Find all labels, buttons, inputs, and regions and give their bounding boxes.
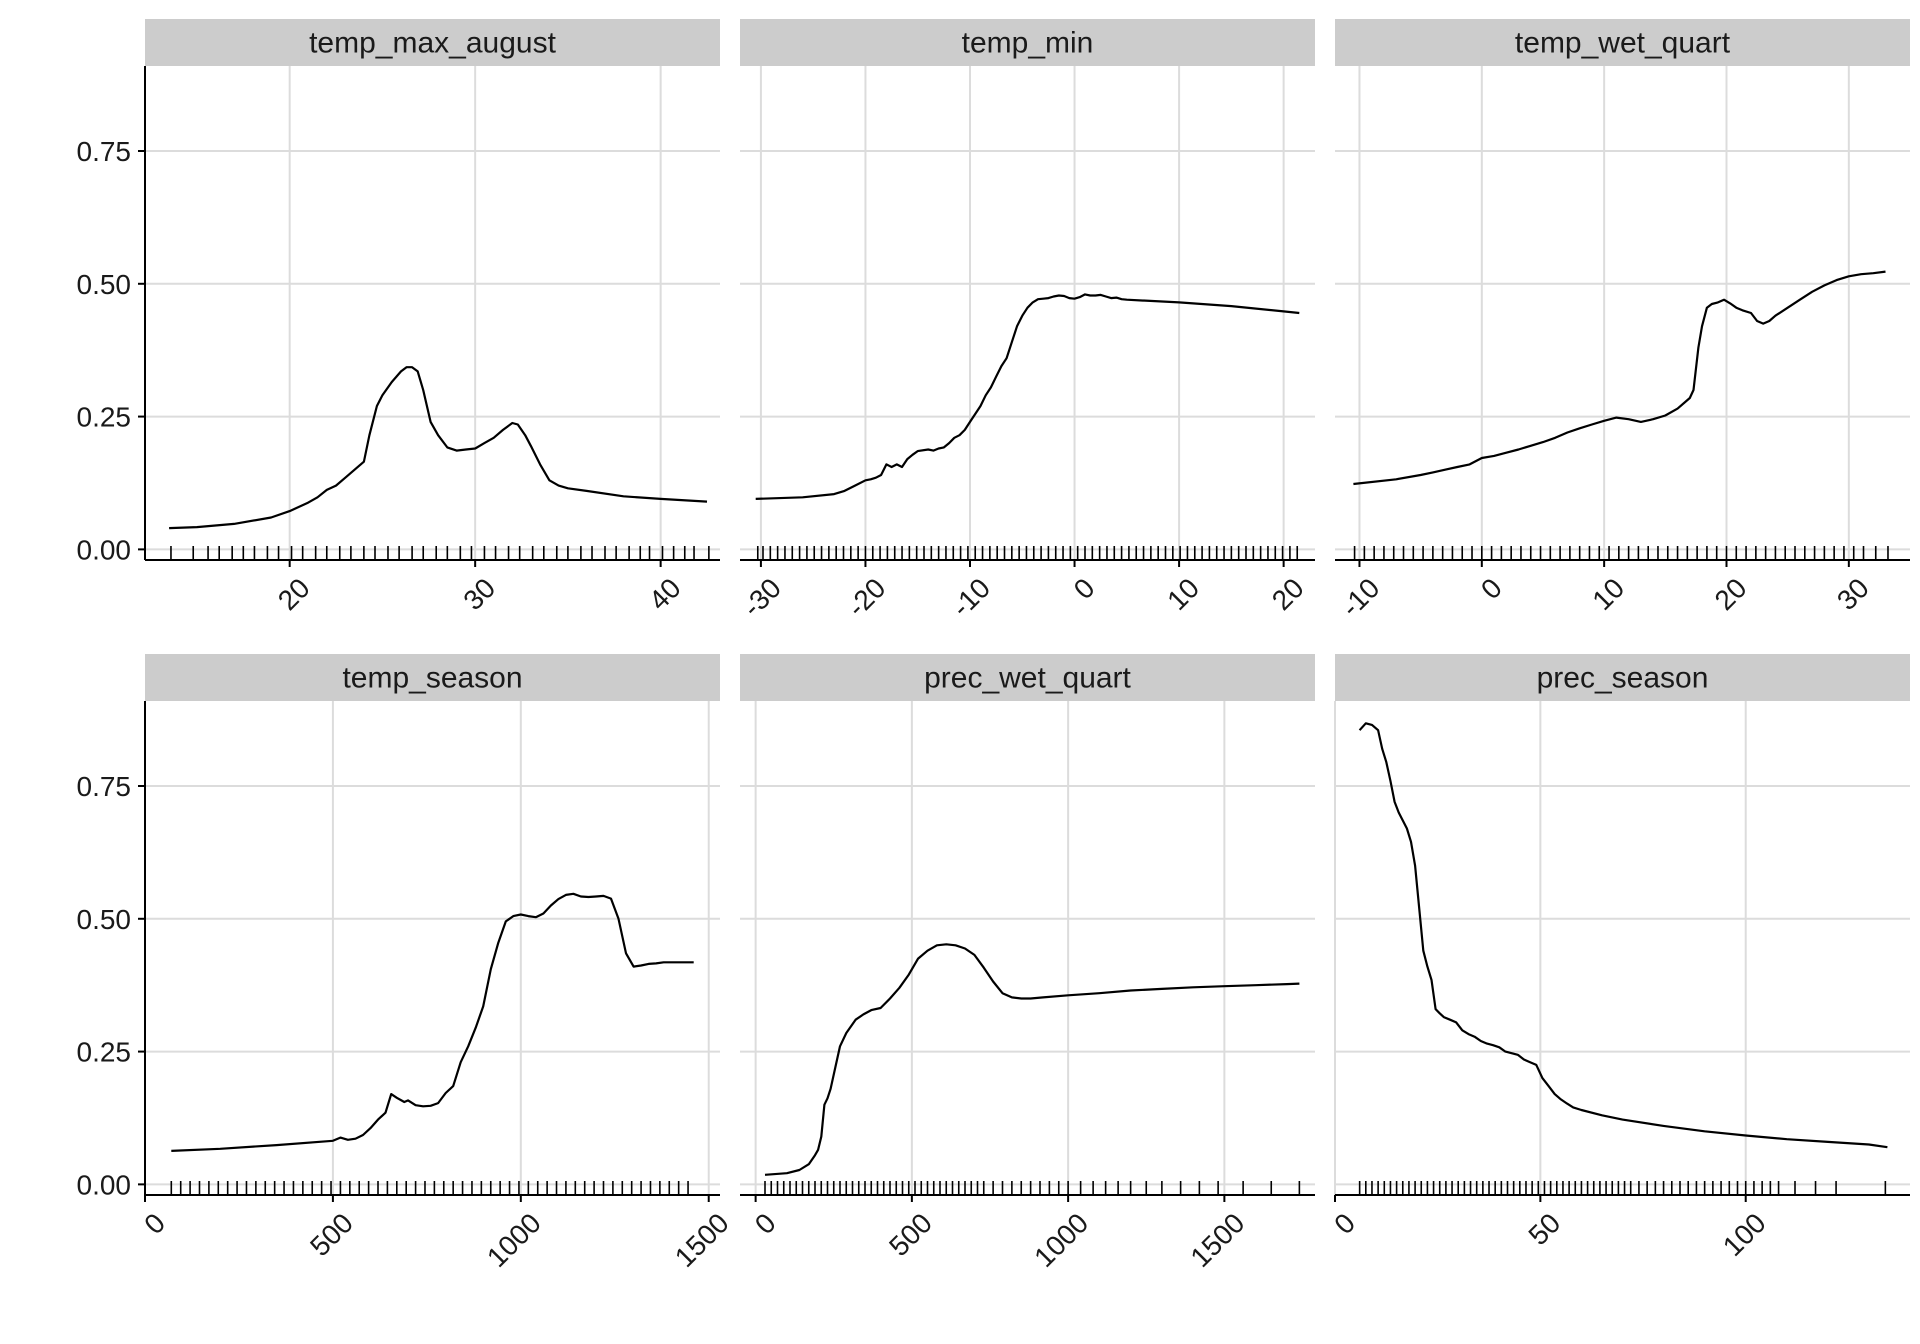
x-tick-label: 1500 [1185, 1207, 1251, 1273]
x-tick-label: -20 [841, 572, 892, 623]
facet-strip-title: temp_min [962, 27, 1094, 60]
facet-strip [740, 654, 1315, 701]
facet-panel: prec_season 0 50 100 [1328, 654, 1910, 1262]
x-tick-label: 40 [643, 572, 687, 616]
x-tick-label: -10 [946, 572, 997, 623]
facet-strip-title: prec_season [1537, 662, 1709, 695]
x-tick-label: 1500 [669, 1207, 735, 1273]
x-tick-label: 0 [749, 1207, 782, 1240]
facet-strip [1335, 19, 1910, 66]
x-tick-label: 0 [1328, 1207, 1361, 1240]
x-tick-label: 20 [272, 572, 316, 616]
y-tick-label: 0.75 [77, 771, 132, 802]
y-tick-label: 0.25 [77, 1037, 132, 1068]
facet-strip-title: temp_max_august [309, 27, 556, 60]
y-tick-label: 0.00 [77, 534, 132, 565]
facet-strip-title: temp_season [342, 662, 522, 695]
rug-marks [170, 1181, 689, 1195]
series-line [1358, 722, 1888, 1149]
facet-strip [145, 654, 720, 701]
x-tick-label: 0 [138, 1207, 171, 1240]
series-line [171, 892, 694, 1152]
x-tick-label: 10 [1586, 572, 1630, 616]
x-tick-label: -30 [736, 572, 787, 623]
rug-marks [764, 1181, 1301, 1195]
facet-strip [1335, 654, 1910, 701]
rug-marks [1353, 546, 1889, 560]
x-tick-label: 30 [457, 572, 501, 616]
x-tick-label: 0 [1475, 572, 1508, 605]
x-tick-label: 100 [1717, 1207, 1772, 1262]
series-line [169, 366, 708, 530]
rug-marks [756, 546, 1299, 560]
x-tick-label: -10 [1335, 572, 1386, 623]
rug-marks [170, 546, 710, 560]
x-tick-label: 30 [1831, 572, 1875, 616]
facet-strip-title: prec_wet_quart [924, 662, 1131, 695]
facet-panel: temp_season 0.00 0.25 0.50 0.75 0 500 1000 1500 [77, 654, 735, 1273]
x-tick-label: 1000 [481, 1207, 547, 1273]
y-tick-label: 0.50 [77, 269, 132, 300]
rug-marks [1358, 1181, 1887, 1195]
series-line [764, 943, 1300, 1176]
facet-panel: temp_min -30 -20 -10 0 10 20 [736, 19, 1315, 623]
series-line [755, 293, 1300, 500]
y-tick-label: 0.50 [77, 904, 132, 935]
facet-strip [740, 19, 1315, 66]
series-line [1353, 270, 1886, 486]
facet-panel: prec_wet_quart 0 500 1000 1500 [740, 654, 1315, 1273]
facet-strip-title: temp_wet_quart [1515, 27, 1731, 60]
x-tick-label: 500 [883, 1207, 938, 1262]
x-tick-label: 500 [304, 1207, 359, 1262]
y-tick-label: 0.00 [77, 1169, 132, 1200]
facet-panel: temp_wet_quart -10 0 10 20 30 [1335, 19, 1910, 623]
x-tick-label: 50 [1523, 1207, 1567, 1251]
y-tick-label: 0.75 [77, 136, 132, 167]
y-tick-label: 0.25 [77, 402, 132, 433]
x-tick-label: 1000 [1028, 1207, 1094, 1273]
facet-strip [145, 19, 720, 66]
x-tick-label: 0 [1068, 572, 1101, 605]
facet-panel: temp_max_august 0.00 0.25 0.50 0.75 20 30 40 [77, 19, 720, 616]
x-tick-label: 10 [1161, 572, 1205, 616]
x-tick-label: 20 [1266, 572, 1310, 616]
x-tick-label: 20 [1709, 572, 1753, 616]
